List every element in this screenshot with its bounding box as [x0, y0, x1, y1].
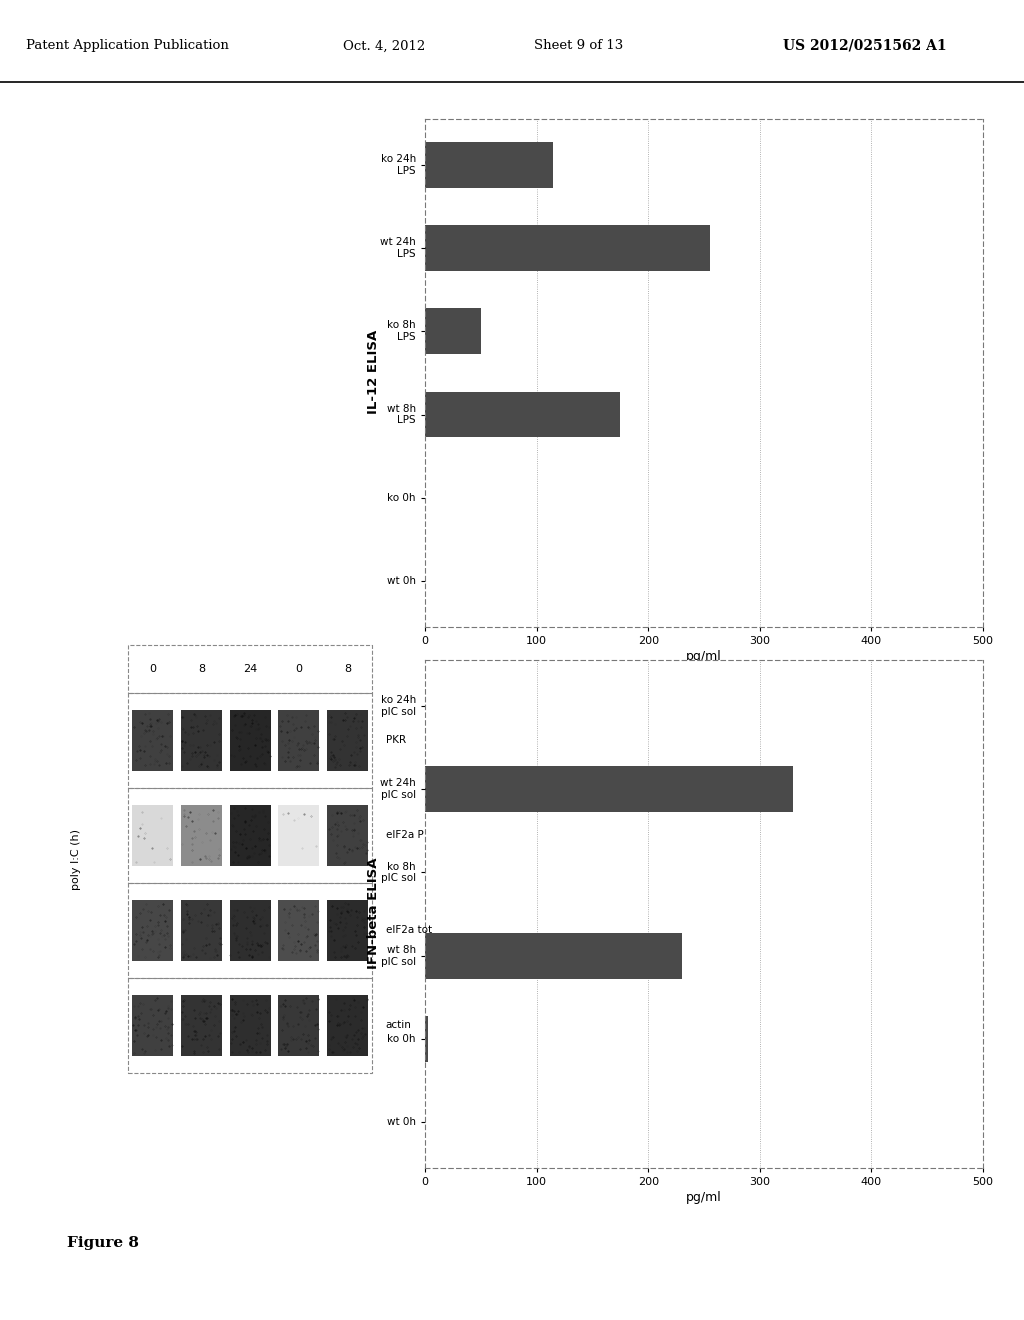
- Bar: [128, 693, 372, 788]
- Bar: [181, 710, 222, 771]
- Text: poly I:C (h): poly I:C (h): [71, 829, 81, 890]
- Bar: [181, 805, 222, 866]
- Bar: [327, 805, 368, 866]
- Bar: [279, 805, 319, 866]
- Bar: [327, 710, 368, 771]
- Bar: [132, 995, 173, 1056]
- Bar: [229, 710, 270, 771]
- Bar: [132, 710, 173, 771]
- Text: 0: 0: [295, 664, 302, 675]
- Bar: [181, 900, 222, 961]
- Bar: [425, 1016, 428, 1061]
- Bar: [279, 995, 319, 1056]
- Bar: [279, 900, 319, 961]
- Text: PKR: PKR: [386, 735, 406, 746]
- Text: 24: 24: [243, 664, 257, 675]
- Bar: [132, 900, 173, 961]
- Text: Sheet 9 of 13: Sheet 9 of 13: [534, 40, 624, 53]
- Text: Figure 8: Figure 8: [67, 1237, 138, 1250]
- Text: Oct. 4, 2012: Oct. 4, 2012: [343, 40, 425, 53]
- Bar: [425, 143, 553, 187]
- Bar: [229, 995, 270, 1056]
- Text: 8: 8: [344, 664, 351, 675]
- Bar: [425, 309, 481, 354]
- Text: IFN-beta ELISA: IFN-beta ELISA: [368, 858, 380, 969]
- Bar: [229, 805, 270, 866]
- Bar: [425, 767, 794, 812]
- Bar: [229, 900, 270, 961]
- Bar: [327, 900, 368, 961]
- Bar: [128, 978, 372, 1073]
- Text: eIF2a tot: eIF2a tot: [386, 925, 432, 936]
- Text: 0: 0: [150, 664, 156, 675]
- Bar: [128, 788, 372, 883]
- Bar: [181, 995, 222, 1056]
- Bar: [425, 933, 682, 978]
- Bar: [128, 645, 372, 693]
- Text: IL-12 ELISA: IL-12 ELISA: [368, 330, 380, 414]
- Bar: [279, 710, 319, 771]
- Bar: [132, 805, 173, 866]
- Text: eIF2a P: eIF2a P: [386, 830, 424, 841]
- Text: actin: actin: [386, 1020, 412, 1031]
- Bar: [425, 226, 710, 271]
- Bar: [425, 392, 621, 437]
- Text: Patent Application Publication: Patent Application Publication: [26, 40, 228, 53]
- Text: 8: 8: [198, 664, 205, 675]
- Bar: [128, 883, 372, 978]
- X-axis label: pg/ml: pg/ml: [686, 651, 722, 663]
- Bar: [327, 995, 368, 1056]
- X-axis label: pg/ml: pg/ml: [686, 1192, 722, 1204]
- Text: US 2012/0251562 A1: US 2012/0251562 A1: [783, 38, 947, 53]
